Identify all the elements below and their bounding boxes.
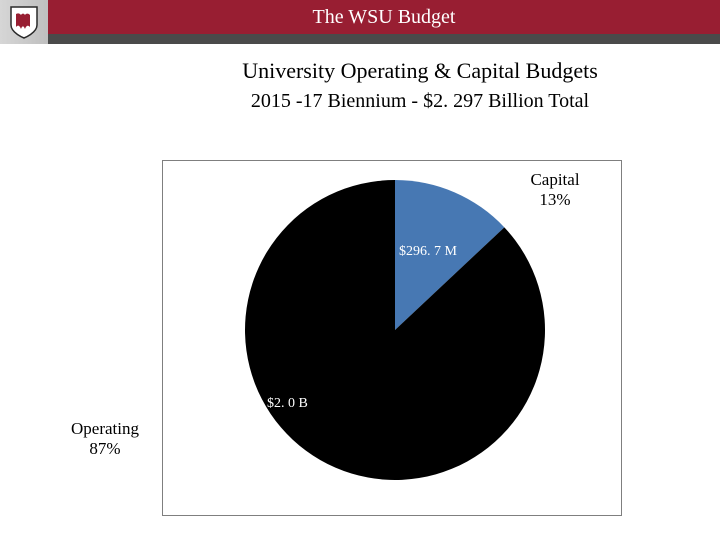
header-sub-bar	[48, 34, 720, 44]
capital-outer-label: Capital 13%	[510, 170, 600, 209]
operating-outer-label: Operating 87%	[60, 419, 150, 458]
operating-inner-label: $2. 0 B	[267, 396, 308, 412]
capital-percent: 13%	[539, 190, 570, 209]
pie-svg	[245, 180, 545, 480]
chart-title-line1: University Operating & Capital Budgets	[160, 58, 680, 84]
content-area: University Operating & Capital Budgets 2…	[0, 44, 720, 113]
pie-chart	[245, 180, 545, 480]
header-title-area: The WSU Budget	[48, 0, 720, 44]
chart-title-line2: 2015 -17 Biennium - $2. 297 Billion Tota…	[160, 90, 680, 113]
header-bar: The WSU Budget	[0, 0, 720, 44]
capital-inner-label: $296. 7 M	[399, 244, 457, 260]
page-title: The WSU Budget	[48, 0, 720, 34]
operating-name: Operating	[71, 419, 139, 438]
operating-percent: 87%	[89, 439, 120, 458]
wsu-shield-icon	[9, 5, 39, 39]
logo-box	[0, 0, 48, 44]
capital-name: Capital	[530, 170, 579, 189]
